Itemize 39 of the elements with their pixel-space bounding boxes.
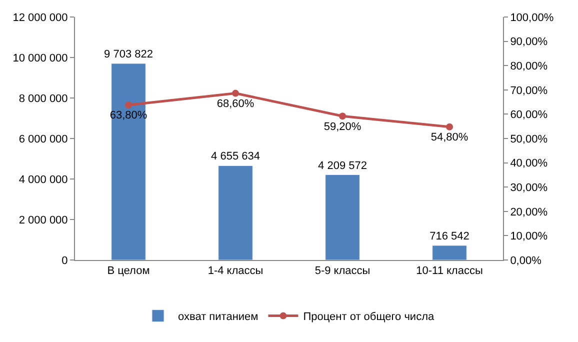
y2-tick-label: 20,00%	[510, 206, 548, 218]
legend-label: охват питанием	[178, 311, 258, 324]
y-tick-label: 8 000 000	[18, 92, 68, 105]
point	[125, 101, 132, 108]
x-tick-label: 10-11 классы	[416, 265, 483, 278]
data-label: 716 542	[430, 230, 470, 242]
y2-tick-label: 50,00%	[510, 133, 548, 146]
data-label: 54,80%	[430, 131, 468, 144]
y-tick-label: 4 000 000	[18, 174, 68, 186]
y2-tick-label: 0,00%	[510, 254, 542, 267]
y-tick-label: 12 000 000	[12, 12, 68, 24]
y2-tick-label: 60,00%	[510, 109, 548, 122]
y-tick-label: 0	[62, 254, 68, 267]
y2-tick-label: 10,00%	[510, 230, 548, 243]
y2-tick-label: 100,00%	[510, 12, 554, 24]
y2-tick-label: 70,00%	[510, 84, 548, 97]
point	[232, 90, 239, 97]
data-label: 59,20%	[324, 120, 362, 133]
x-tick-label: В целом	[107, 265, 150, 278]
y2-tick-label: 30,00%	[510, 182, 548, 194]
y2-tick-label: 40,00%	[510, 158, 548, 170]
bar	[432, 245, 467, 260]
bar	[218, 165, 253, 260]
legend-label: Процент от общего числа	[303, 311, 435, 324]
point	[446, 123, 453, 130]
x-tick-label: 1-4 классы	[208, 265, 264, 278]
y-tick-label: 10 000 000	[12, 52, 68, 64]
y2-tick-label: 90,00%	[510, 36, 548, 48]
y-tick-label: 2 000 000	[18, 214, 68, 226]
point	[339, 112, 346, 120]
bar	[325, 174, 360, 260]
data-label: 4 655 634	[211, 150, 260, 163]
data-label: 4 209 572	[318, 160, 367, 172]
y2-tick-label: 80,00%	[510, 60, 548, 72]
data-label: 9 703 822	[104, 48, 153, 60]
data-label: 68,60%	[216, 98, 254, 110]
bar	[111, 63, 146, 260]
x-tick-label: 5-9 классы	[314, 265, 370, 278]
y-tick-label: 6 000 000	[18, 133, 68, 146]
